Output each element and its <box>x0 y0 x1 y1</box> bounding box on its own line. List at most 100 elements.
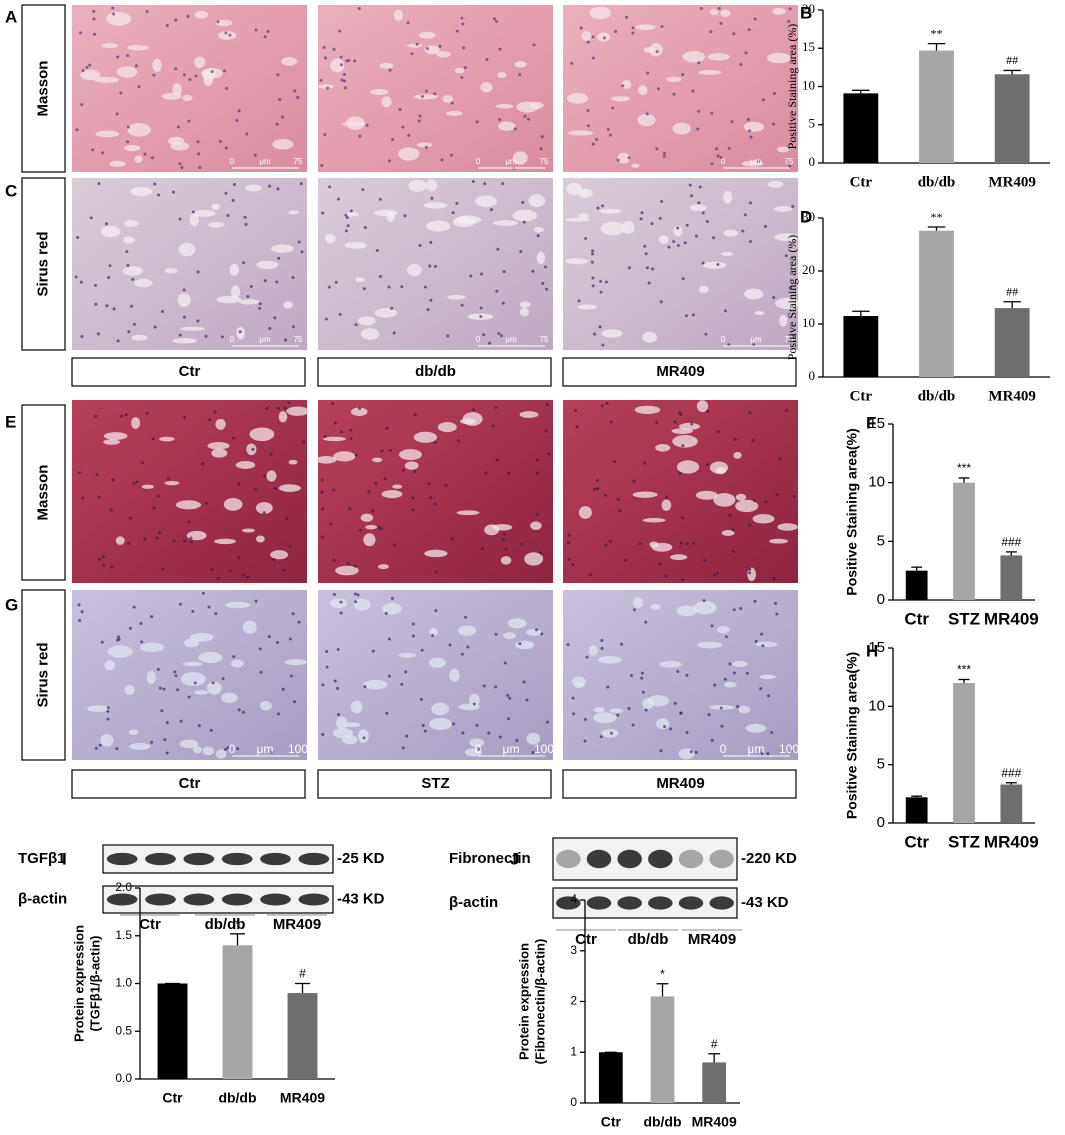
nucleus <box>540 632 544 636</box>
nucleus <box>413 469 417 473</box>
nucleus <box>679 541 683 545</box>
nucleus <box>772 122 776 126</box>
nucleus <box>506 694 510 698</box>
nucleus <box>237 708 241 712</box>
nucleus <box>696 127 700 131</box>
tubule-lumen <box>225 601 251 609</box>
nucleus <box>143 152 147 156</box>
nucleus <box>231 198 235 202</box>
blot-band <box>709 849 734 869</box>
nucleus <box>321 683 325 687</box>
nucleus <box>345 59 349 63</box>
nucleus <box>440 158 444 162</box>
nucleus <box>535 628 539 632</box>
nucleus <box>609 731 613 735</box>
tubule-lumen <box>759 674 776 680</box>
nucleus <box>678 471 682 475</box>
nucleus <box>385 711 389 715</box>
blot-band <box>556 896 581 910</box>
nucleus <box>186 14 190 18</box>
nucleus <box>664 495 668 499</box>
significance-label: ## <box>1006 53 1018 67</box>
nucleus <box>197 152 201 156</box>
nucleus <box>251 447 255 451</box>
nucleus <box>210 70 214 74</box>
nucleus <box>751 438 755 442</box>
nucleus <box>685 730 689 734</box>
nucleus <box>242 261 246 265</box>
nucleus <box>448 643 452 647</box>
tubule-lumen <box>381 96 392 108</box>
group-label-box <box>562 357 797 387</box>
nucleus <box>472 408 476 412</box>
y-tick-label: 10 <box>802 77 815 92</box>
tubule-lumen <box>567 92 588 104</box>
nucleus <box>732 671 736 675</box>
tubule-lumen <box>593 706 605 713</box>
tubule-lumen <box>259 701 272 711</box>
nucleus <box>772 577 776 581</box>
row-label: Sirus red <box>34 231 51 296</box>
nucleus <box>424 145 428 149</box>
tubule-lumen <box>735 493 747 501</box>
tubule-lumen <box>713 493 736 507</box>
blot-size: -43 KD <box>337 890 385 907</box>
nucleus <box>358 134 362 138</box>
nucleus <box>535 512 539 516</box>
y-axis-label: Positive Staining area (%) <box>785 24 799 150</box>
bar <box>1000 784 1023 823</box>
tubule-lumen <box>211 448 228 458</box>
tubule-lumen <box>637 114 656 127</box>
blot-size: -43 KD <box>741 894 789 911</box>
nucleus <box>521 200 525 204</box>
nucleus <box>163 738 167 742</box>
nucleus <box>357 6 361 10</box>
tubule-lumen <box>358 729 369 743</box>
nucleus <box>791 334 795 338</box>
nucleus <box>522 680 526 684</box>
nucleus <box>766 752 770 756</box>
nucleus <box>444 484 448 488</box>
nucleus <box>431 634 435 638</box>
tubule-lumen <box>777 523 798 531</box>
blot-label: TGFβ1 <box>18 850 66 867</box>
nucleus <box>629 674 633 678</box>
tubule-lumen <box>769 538 789 544</box>
nucleus <box>266 29 270 33</box>
tubule-lumen <box>372 457 383 463</box>
tubule-lumen <box>286 406 309 416</box>
tubule-lumen <box>678 748 695 760</box>
nucleus <box>112 307 116 311</box>
nucleus <box>498 118 502 122</box>
nucleus <box>730 120 734 124</box>
nucleus <box>701 211 705 215</box>
nucleus <box>710 624 714 628</box>
tubule-lumen <box>462 412 483 426</box>
nucleus <box>80 334 84 338</box>
group-label-box <box>317 769 552 799</box>
tubule-lumen <box>315 455 337 464</box>
nucleus <box>81 496 85 500</box>
tubule-lumen <box>774 233 800 242</box>
nucleus <box>706 409 710 413</box>
tubule-lumen <box>353 598 371 611</box>
tubule-lumen <box>447 294 466 300</box>
nucleus <box>632 479 636 483</box>
nucleus <box>608 133 612 137</box>
nucleus <box>132 605 136 609</box>
blot-band <box>556 849 581 869</box>
blot-label: β-actin <box>18 890 67 907</box>
nucleus <box>571 696 575 700</box>
tubule-lumen <box>215 19 233 27</box>
group-label-box <box>317 357 552 387</box>
nucleus <box>74 275 78 279</box>
nucleus <box>343 79 347 83</box>
nucleus <box>191 210 195 214</box>
nucleus <box>513 127 517 131</box>
nucleus <box>126 125 130 129</box>
tubule-lumen <box>131 334 148 341</box>
tubule-lumen <box>332 728 354 739</box>
nucleus <box>731 528 735 532</box>
group-label-box <box>71 357 306 387</box>
nucleus <box>485 58 489 62</box>
